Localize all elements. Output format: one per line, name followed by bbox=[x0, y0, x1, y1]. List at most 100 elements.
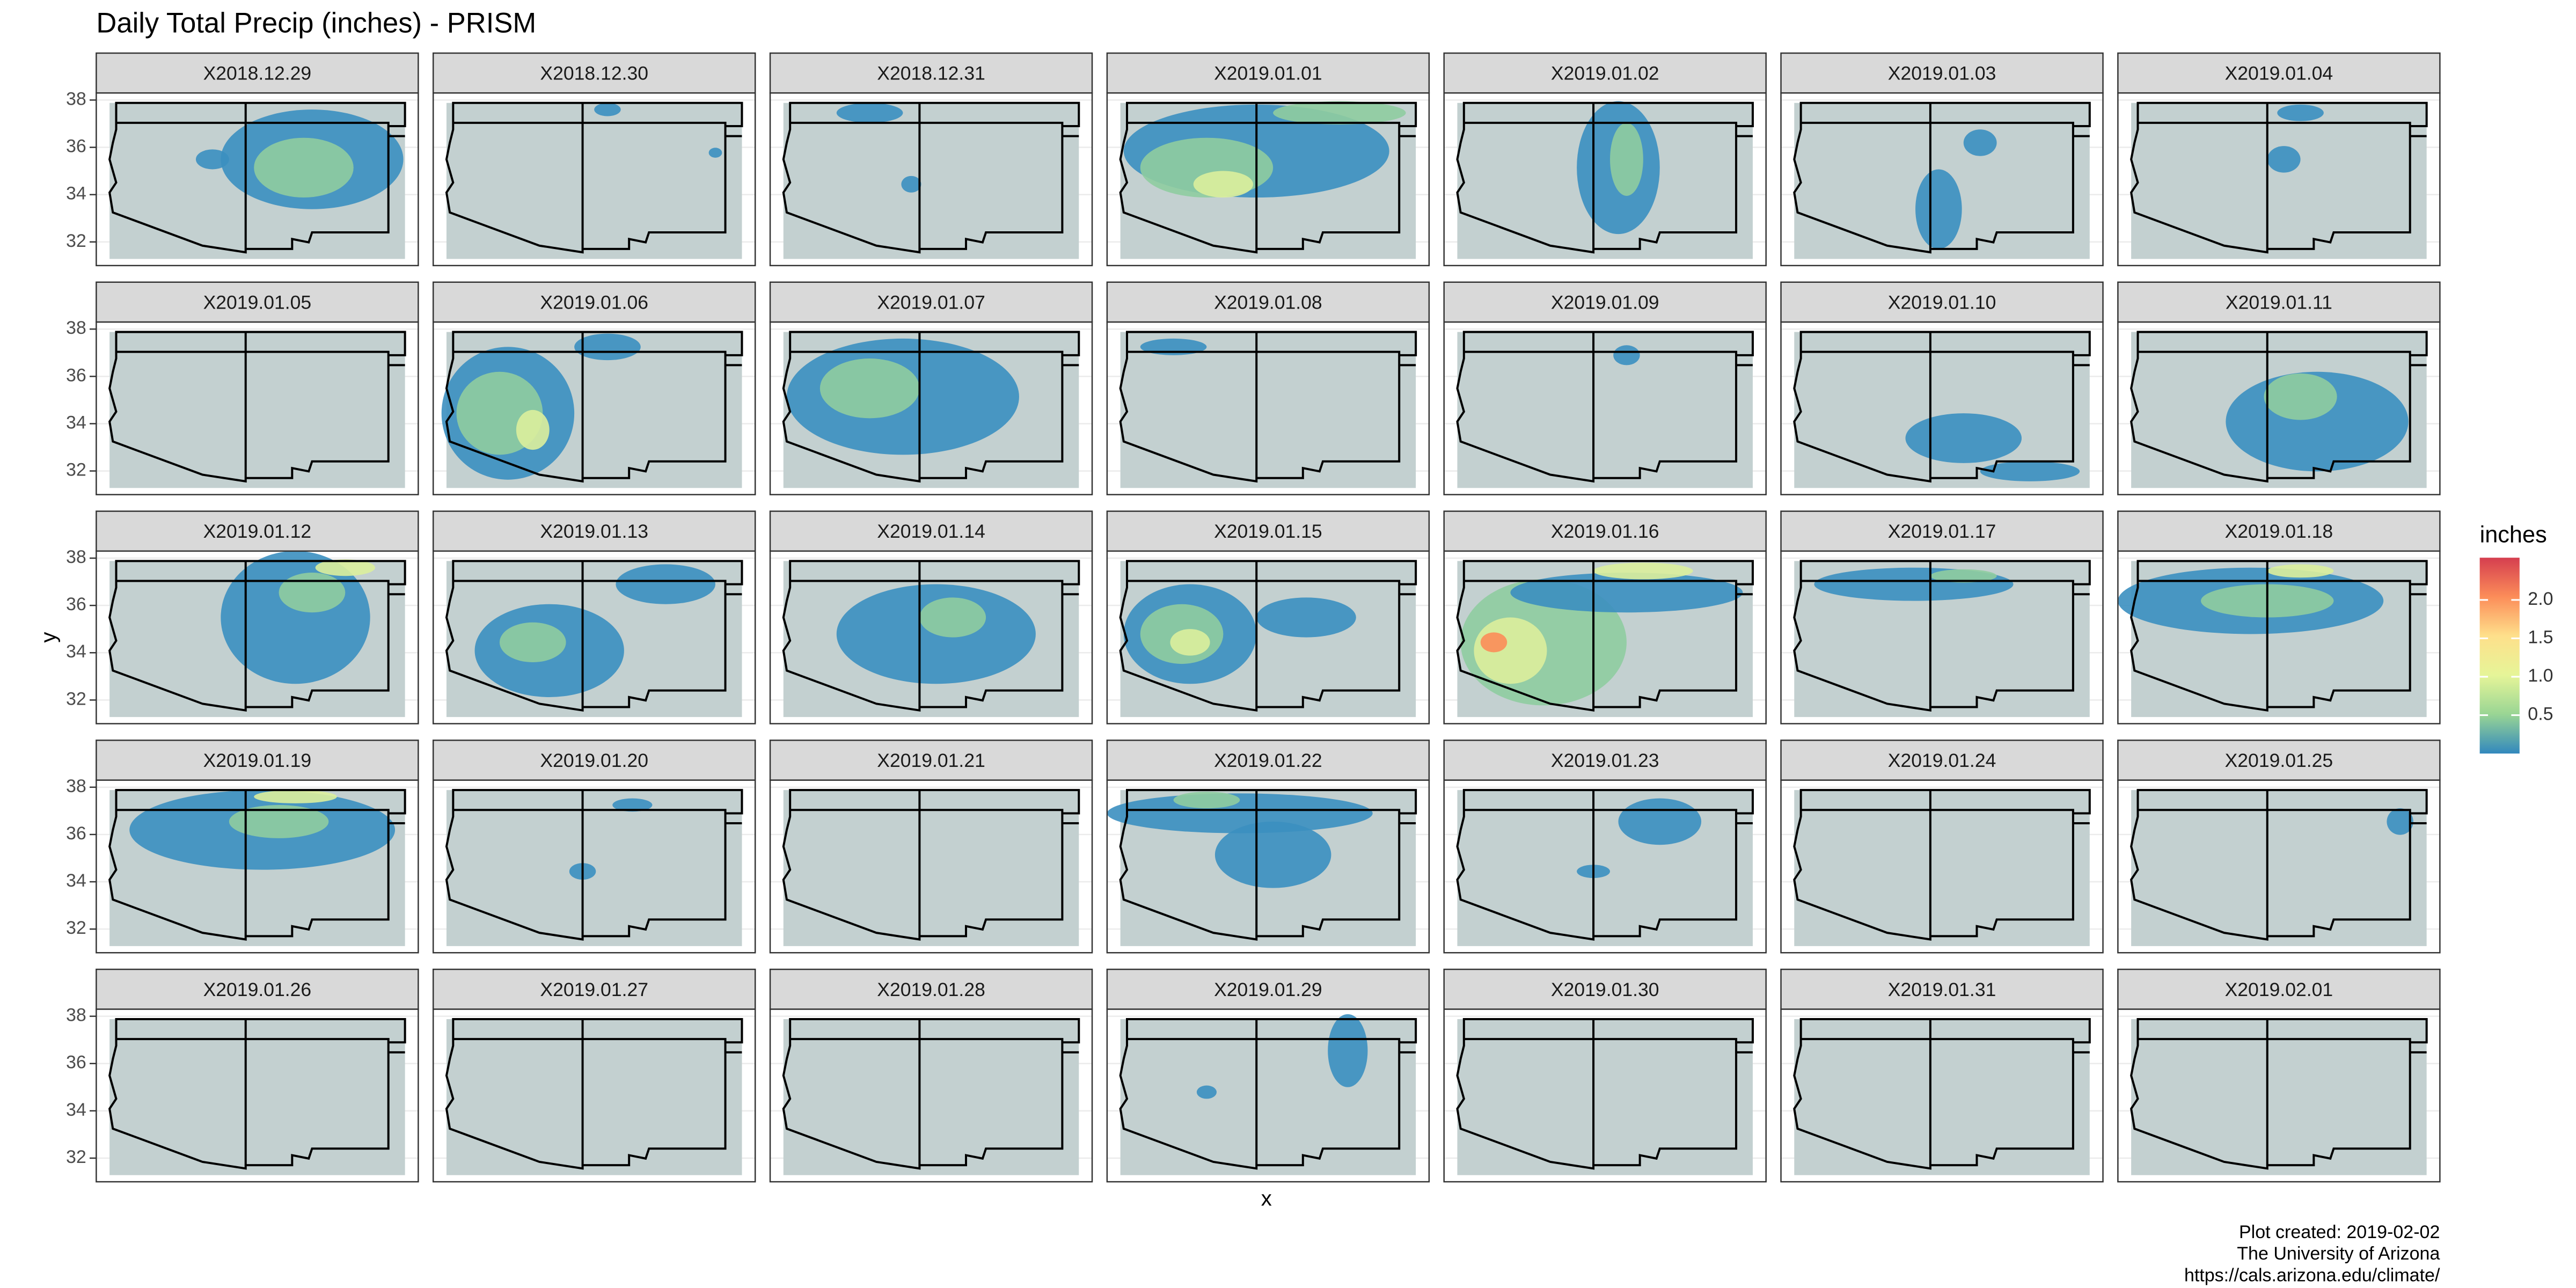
precip-area bbox=[195, 149, 229, 170]
precip-area bbox=[594, 103, 621, 116]
strip-label: X2019.01.22 bbox=[1214, 750, 1322, 771]
map-area bbox=[783, 1019, 1079, 1175]
facet bbox=[432, 779, 756, 954]
facet: 32 34 36 38 bbox=[66, 89, 419, 267]
state-outline bbox=[445, 1018, 743, 1170]
precip-area bbox=[2267, 146, 2301, 173]
facet bbox=[769, 550, 1093, 724]
strip-label: X2019.01.27 bbox=[540, 979, 648, 1000]
y-tick-label: 34 bbox=[66, 641, 86, 662]
facet bbox=[1780, 1008, 2104, 1183]
strip-label: X2019.01.10 bbox=[1888, 291, 1996, 313]
precip-area bbox=[1173, 792, 1240, 809]
precip-area bbox=[1593, 562, 1693, 580]
legend-title: inches bbox=[2480, 522, 2547, 547]
precip-area bbox=[1107, 793, 1373, 833]
facet bbox=[1780, 321, 2104, 495]
strip bbox=[769, 740, 1093, 781]
map-area bbox=[1794, 1019, 2090, 1175]
state-outline bbox=[1119, 789, 1417, 941]
strip-label: X2019.01.25 bbox=[2225, 750, 2333, 771]
facet bbox=[1443, 92, 1767, 267]
state-outline bbox=[1456, 560, 1754, 712]
state-outline bbox=[2130, 560, 2428, 712]
precip-area bbox=[1613, 345, 1640, 365]
facet bbox=[1106, 779, 1430, 954]
strip-label: X2019.01.23 bbox=[1551, 750, 1659, 771]
strip bbox=[1780, 52, 2104, 94]
strip-label: X2019.01.21 bbox=[877, 750, 985, 771]
strip-label: X2019.01.30 bbox=[1551, 979, 1659, 1000]
state-outline bbox=[1456, 789, 1754, 941]
strip-label: X2019.01.19 bbox=[203, 750, 312, 771]
precip-area bbox=[254, 790, 337, 803]
precip-area bbox=[1963, 129, 1997, 156]
strip-label: X2019.01.02 bbox=[1551, 63, 1659, 84]
y-tick-label: 38 bbox=[66, 1005, 86, 1026]
precip-area bbox=[1214, 821, 1331, 888]
y-tick-label: 36 bbox=[66, 136, 86, 157]
map-area bbox=[446, 103, 742, 259]
precip-area bbox=[819, 358, 920, 419]
strip bbox=[1443, 281, 1767, 323]
strip-label: X2019.01.31 bbox=[1888, 979, 1996, 1000]
colorbar-tick-label: 1.5 bbox=[2528, 627, 2553, 647]
caption: https://cals.arizona.edu/climate/ bbox=[2184, 1265, 2440, 1285]
precip-area bbox=[2267, 564, 2334, 578]
y-tick-label: 34 bbox=[66, 184, 86, 204]
state-outline bbox=[782, 101, 1080, 254]
strip-label: X2019.01.29 bbox=[1214, 979, 1322, 1000]
strip bbox=[769, 968, 1093, 1010]
facet bbox=[1780, 92, 2104, 267]
strip bbox=[1443, 740, 1767, 781]
strip bbox=[96, 968, 419, 1010]
strip bbox=[1443, 968, 1767, 1010]
strip-label: X2019.01.24 bbox=[1888, 750, 1996, 771]
colorbar-tick-label: 2.0 bbox=[2528, 589, 2553, 609]
state-outline bbox=[1119, 331, 1417, 483]
strip-label: X2019.01.13 bbox=[540, 521, 648, 542]
precip-area bbox=[1930, 569, 1997, 583]
state-outline bbox=[1456, 101, 1754, 254]
precip-area bbox=[1618, 798, 1702, 845]
y-tick-label: 36 bbox=[66, 365, 86, 385]
strip bbox=[1106, 281, 1430, 323]
strip-label: X2019.01.08 bbox=[1214, 291, 1322, 313]
colorbar bbox=[2479, 558, 2520, 754]
state-outline bbox=[445, 101, 743, 254]
facet bbox=[1780, 550, 2104, 724]
y-tick-label: 34 bbox=[66, 1100, 86, 1120]
chart-title: Daily Total Precip (inches) - PRISM bbox=[96, 7, 536, 39]
state-outline bbox=[782, 1018, 1080, 1170]
map-area bbox=[1457, 332, 1753, 488]
strip-label: X2019.01.11 bbox=[2226, 291, 2332, 313]
state-outline bbox=[108, 560, 406, 712]
strip bbox=[1780, 281, 2104, 323]
strip-label: X2019.01.18 bbox=[2225, 521, 2333, 542]
state-outline bbox=[782, 560, 1080, 712]
y-axis-label: y bbox=[36, 632, 60, 643]
strip bbox=[1443, 510, 1767, 552]
map-area bbox=[783, 103, 1079, 259]
precip-area bbox=[1474, 617, 1547, 684]
strip-label: X2019.01.14 bbox=[877, 521, 985, 542]
state-outline bbox=[782, 789, 1080, 941]
facet bbox=[432, 550, 756, 724]
strip-label: X2019.01.20 bbox=[540, 750, 648, 771]
precip-area bbox=[616, 564, 715, 604]
map-area bbox=[109, 332, 405, 488]
y-tick-label: 32 bbox=[66, 689, 86, 709]
facet bbox=[1443, 1008, 1767, 1183]
strip bbox=[2117, 968, 2441, 1010]
state-outline bbox=[1793, 1018, 2091, 1170]
precip-area bbox=[1915, 169, 1962, 249]
precip-area bbox=[1273, 101, 1406, 125]
strip bbox=[1106, 740, 1430, 781]
strip-label: X2019.02.01 bbox=[2225, 979, 2333, 1000]
precip-area bbox=[1196, 1085, 1217, 1099]
map-area bbox=[1120, 1019, 1416, 1175]
state-outline bbox=[1793, 101, 2091, 254]
precip-area bbox=[279, 573, 346, 613]
y-tick-label: 38 bbox=[66, 547, 86, 567]
y-tick-label: 38 bbox=[66, 318, 86, 338]
